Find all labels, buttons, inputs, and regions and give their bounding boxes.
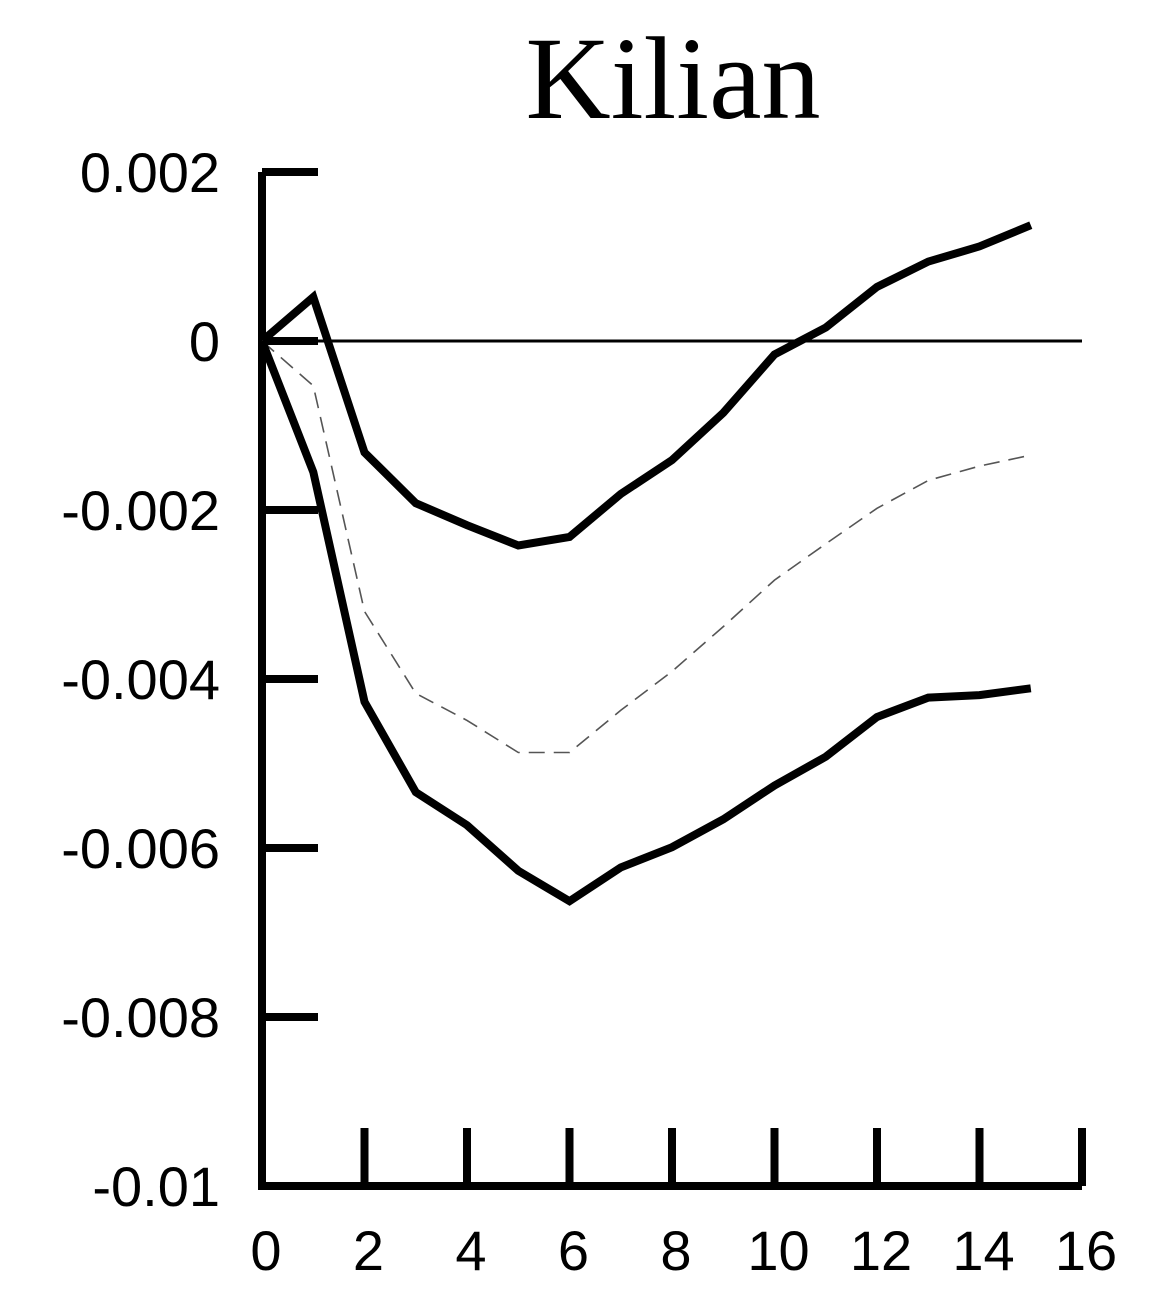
- y-tick-label: -0.008: [61, 986, 220, 1049]
- x-tick-label: 6: [558, 1219, 589, 1282]
- y-tick-label: -0.01: [92, 1155, 220, 1218]
- series: [258, 221, 1033, 906]
- axis-lines: [258, 172, 1082, 1190]
- ticks: [262, 168, 1086, 1186]
- y-tick-label: -0.006: [61, 817, 220, 880]
- chart-title: Kilian: [526, 13, 821, 144]
- y-tick-label: 0.002: [80, 141, 220, 204]
- lower-band-line: [258, 339, 1032, 906]
- tick-labels: 0.002 0 -0.002 -0.004 -0.006 -0.008 -0.01 0 2 4 6 8…: [61, 141, 1117, 1282]
- x-tick-label: 10: [747, 1219, 809, 1282]
- y-tick-label: -0.002: [61, 479, 220, 542]
- x-tick-label: 12: [850, 1219, 912, 1282]
- x-tick-label: 0: [250, 1219, 281, 1282]
- x-tick-label: 2: [353, 1219, 384, 1282]
- y-tick-label: -0.004: [61, 648, 220, 711]
- x-tick-label: 4: [455, 1219, 486, 1282]
- y-tick-label: 0: [189, 310, 220, 373]
- median-response-line: [261, 340, 1031, 754]
- axes: [258, 172, 1082, 1190]
- x-tick-label: 14: [952, 1219, 1014, 1282]
- upper-band-line: [259, 221, 1033, 550]
- x-tick-label: 8: [660, 1219, 691, 1282]
- x-tick-label: 16: [1055, 1219, 1117, 1282]
